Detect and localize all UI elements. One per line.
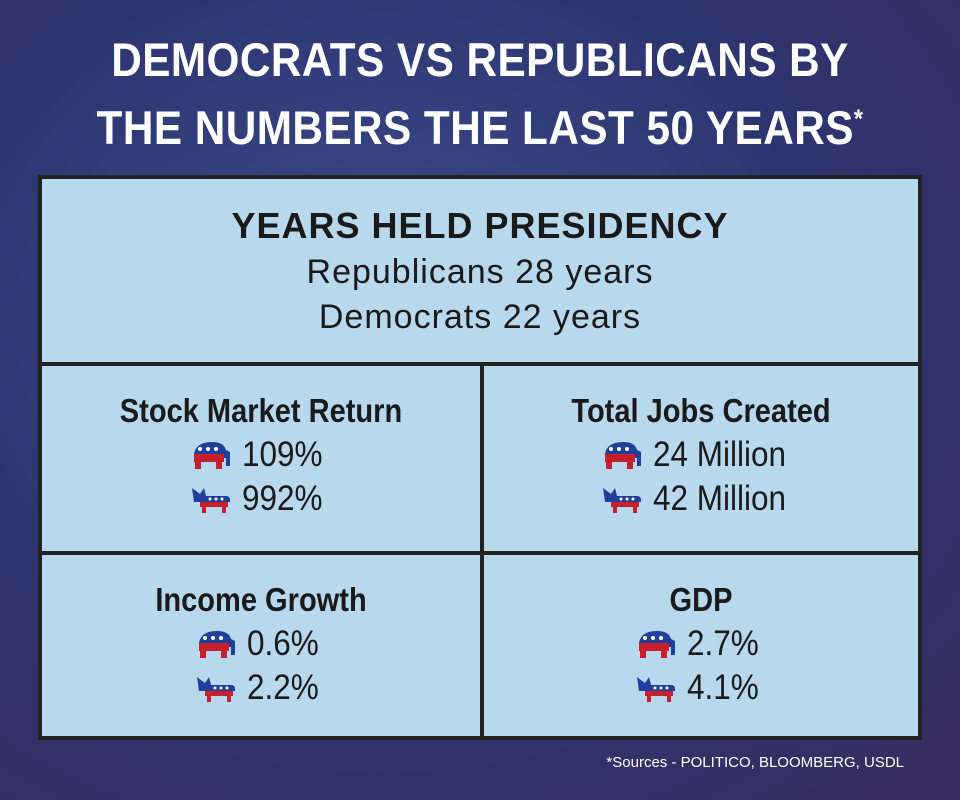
cell-title: GDP bbox=[669, 581, 733, 618]
value-row: 992% bbox=[42, 479, 480, 518]
value-text: 24 Million bbox=[653, 435, 787, 474]
stats-box: YEARS HELD PRESIDENCY Republicans 28 yea… bbox=[38, 175, 922, 740]
value-text: 992% bbox=[242, 479, 323, 518]
elephant-icon bbox=[639, 631, 676, 658]
note-mark: * bbox=[853, 103, 864, 134]
stat-cell: Stock Market Return 109% 992% bbox=[42, 366, 480, 551]
donkey-icon bbox=[637, 677, 676, 702]
value-row: 24 Million bbox=[484, 435, 918, 474]
elephant-icon bbox=[605, 442, 642, 469]
value-row: 42 Million bbox=[484, 479, 918, 518]
value-row: 109% bbox=[42, 435, 480, 474]
value-row: 2.7% bbox=[484, 624, 918, 663]
value-text: 2.7% bbox=[687, 624, 759, 663]
cell-title: Total Jobs Created bbox=[571, 392, 831, 429]
panel-line: Republicans 28 years bbox=[306, 253, 654, 291]
elephant-icon bbox=[199, 631, 236, 658]
value-text: 0.6% bbox=[247, 624, 319, 663]
stat-cell: Income Growth 0.6% 2.2% bbox=[42, 555, 480, 736]
cell-title: Income Growth bbox=[155, 581, 367, 618]
value-row: 2.2% bbox=[42, 668, 480, 707]
title-text: THE NUMBERS THE LAST 50 YEARS bbox=[96, 101, 854, 154]
value-row: 4.1% bbox=[484, 668, 918, 707]
value-text: 109% bbox=[242, 435, 323, 474]
stat-cell: Total Jobs Created 24 Million 42 Million bbox=[484, 366, 918, 551]
presidency-panel: YEARS HELD PRESIDENCY Republicans 28 yea… bbox=[42, 179, 918, 362]
donkey-icon bbox=[197, 677, 236, 702]
panel-heading: YEARS HELD PRESIDENCY bbox=[231, 205, 729, 246]
panel-line: Democrats 22 years bbox=[318, 298, 642, 336]
donkey-icon bbox=[192, 488, 231, 513]
value-text: 4.1% bbox=[687, 668, 759, 707]
stat-cell: GDP 2.7% 4.1% bbox=[484, 555, 918, 736]
footnote: *Sources - POLITICO, BLOOMBERG, USDL bbox=[606, 754, 904, 771]
title-line: DEMOCRATS VS REPUBLICANS BY bbox=[111, 33, 849, 86]
value-text: 42 Million bbox=[653, 479, 787, 518]
elephant-icon bbox=[194, 442, 231, 469]
title-line: THE NUMBERS THE LAST 50 YEARS* bbox=[48, 100, 912, 155]
donkey-icon bbox=[603, 488, 642, 513]
value-row: 0.6% bbox=[42, 624, 480, 663]
value-text: 2.2% bbox=[247, 668, 319, 707]
cell-title: Stock Market Return bbox=[119, 392, 403, 429]
